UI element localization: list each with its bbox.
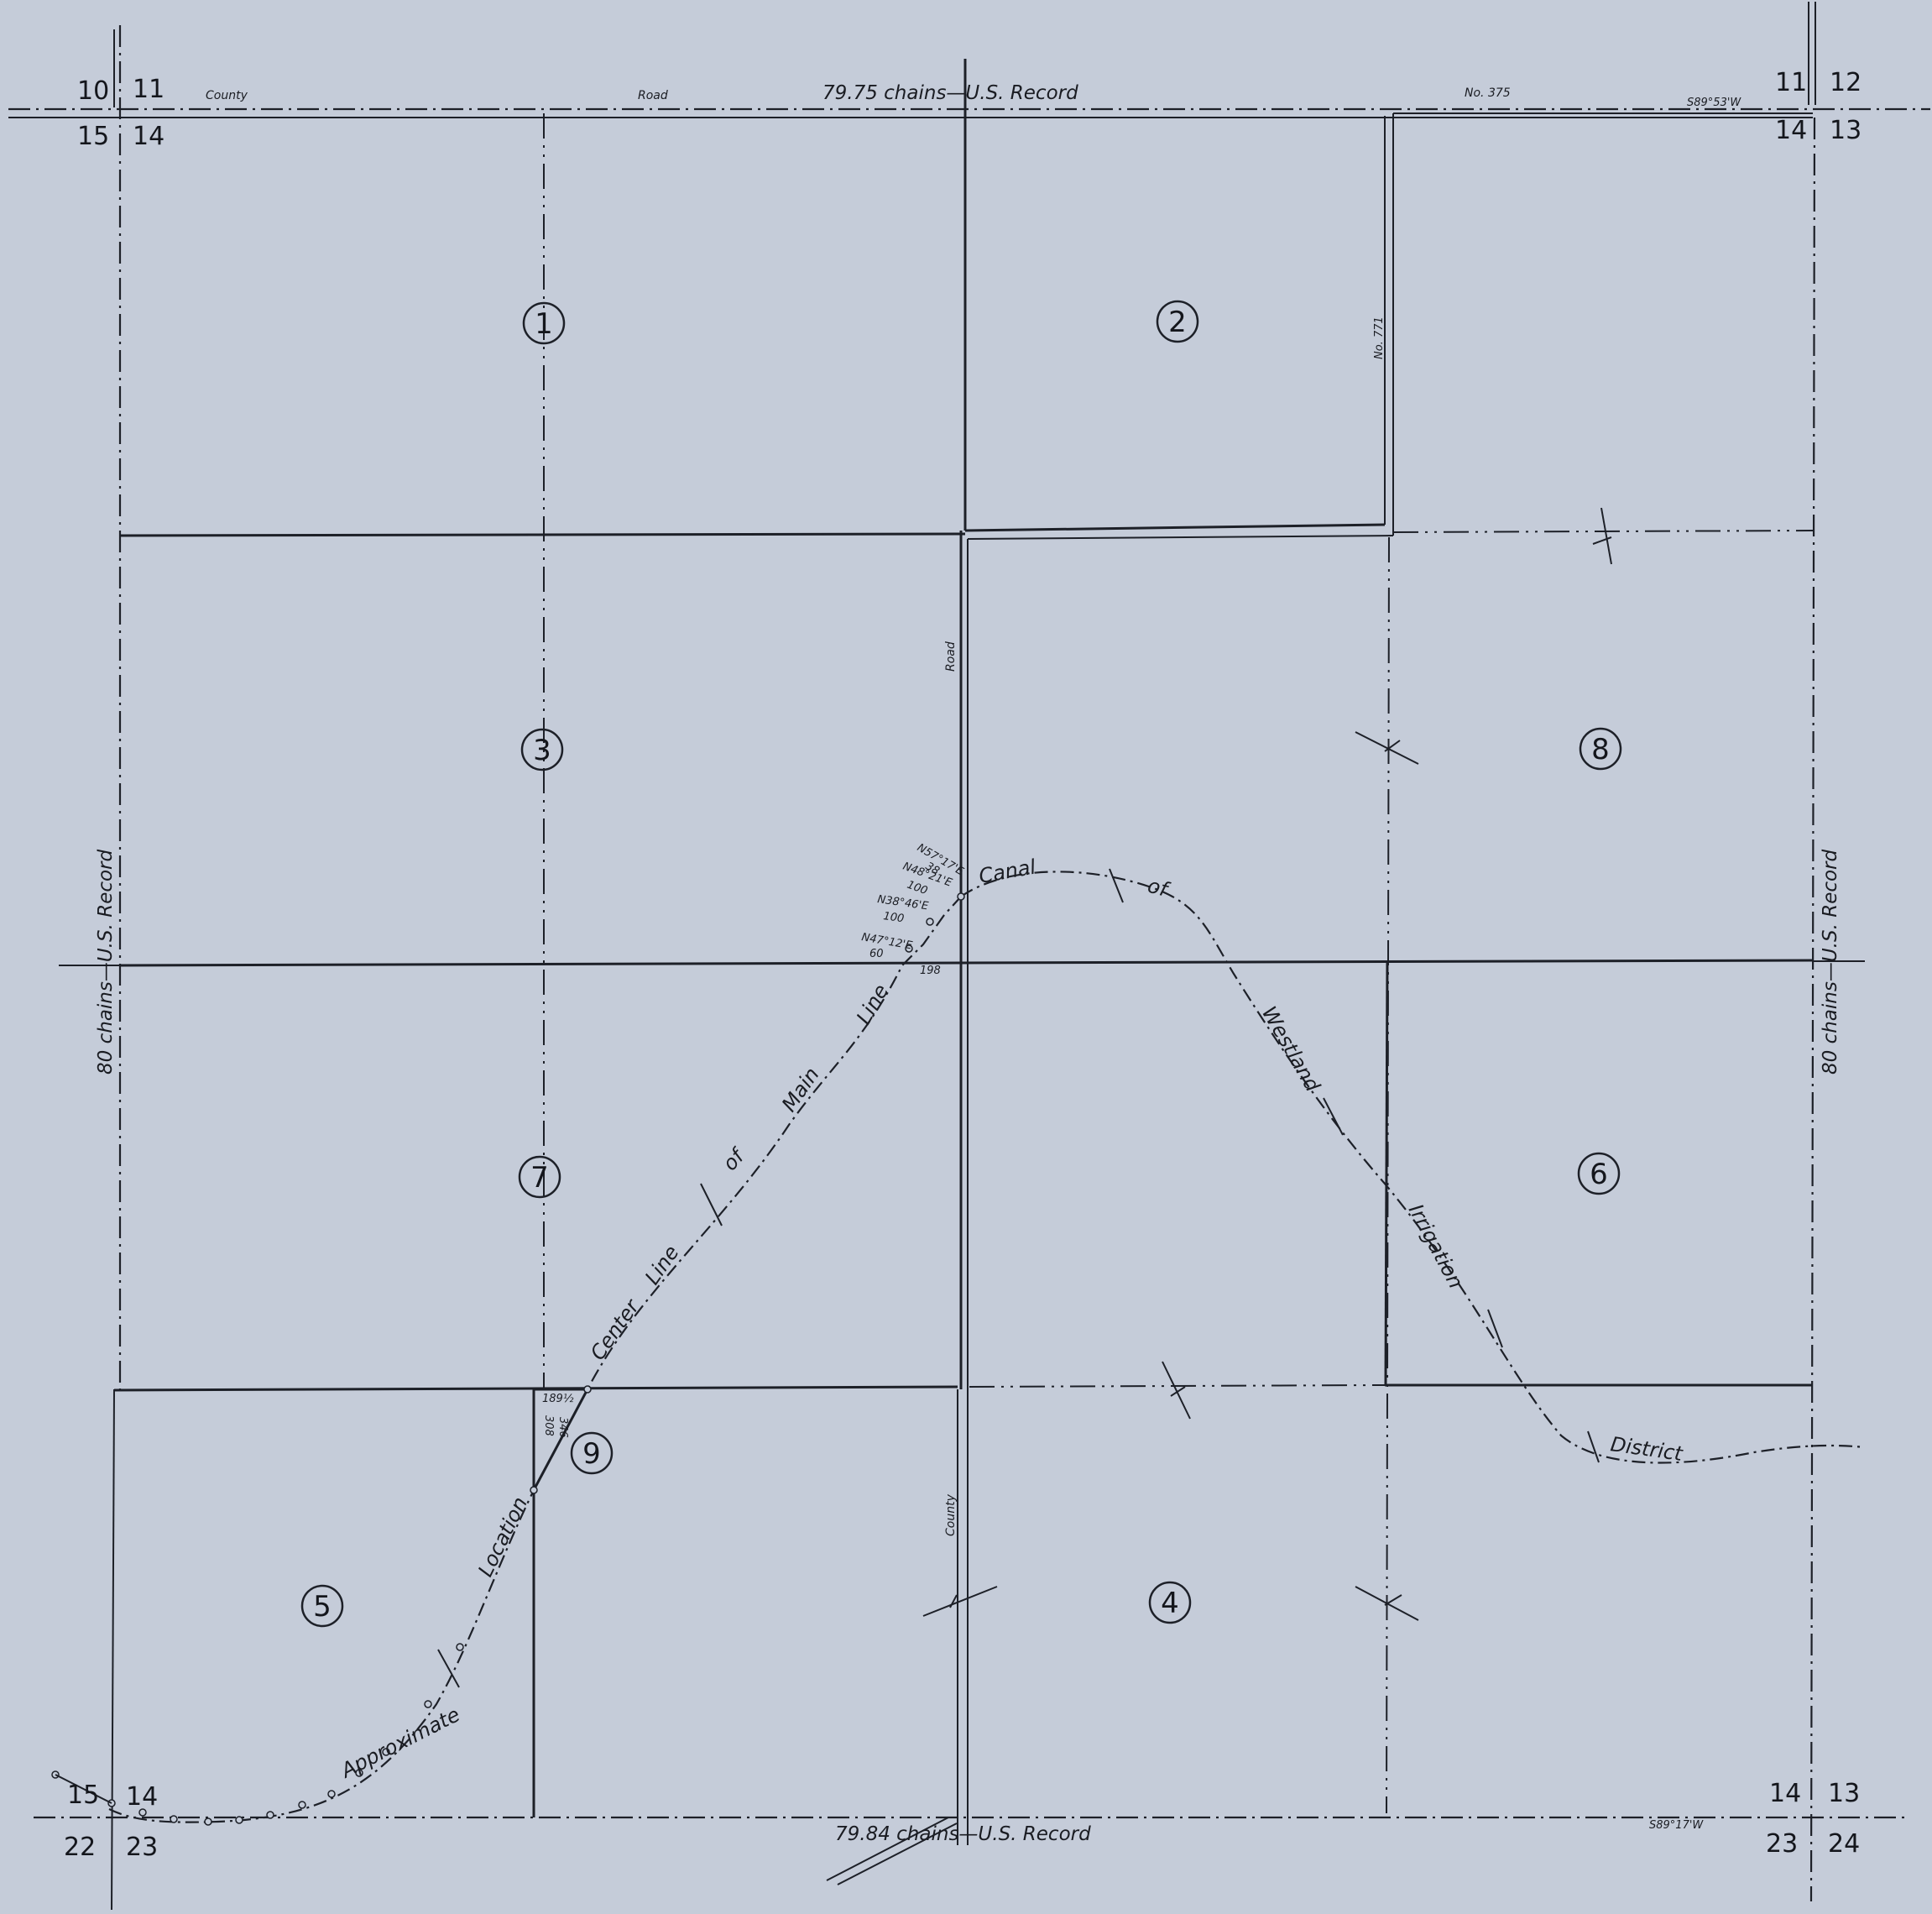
north-record-distance: 79.75 chains—U.S. Record — [822, 82, 1078, 104]
canal-word-of: of — [1145, 874, 1172, 902]
north-road-number: No. 375 — [1465, 86, 1511, 100]
main-line-word-location: Location — [473, 1493, 532, 1581]
section-number: 13 — [1828, 1779, 1860, 1808]
tract6-west-line — [1384, 960, 1389, 1386]
west-record-distance: 80 chains—U.S. Record — [95, 849, 117, 1075]
tract9-diagonal-distance: 346 — [556, 1417, 569, 1438]
tract-4-number: 4 — [1161, 1587, 1179, 1620]
east-record-distance: 80 chains—U.S. Record — [1820, 849, 1841, 1075]
tract-3-number: 3 — [533, 734, 551, 767]
sw-section-corner: 15 14 22 23 — [64, 1781, 158, 1862]
row-line-3-east — [969, 1384, 1386, 1388]
east-section-line — [1809, 117, 1816, 1902]
section-number: 14 — [1775, 116, 1807, 145]
section-number: 15 — [77, 122, 109, 151]
survey-distance-1: 38 — [923, 860, 942, 877]
quarter-line-east — [1386, 536, 1390, 1814]
traverse-start-leg — [55, 1774, 112, 1804]
tract2-south-line — [964, 523, 1386, 532]
tract9-triangle — [532, 1388, 590, 1491]
section-number: 11 — [1775, 68, 1807, 97]
traverse-points — [51, 892, 965, 1826]
tract-3[interactable]: 3 — [520, 728, 564, 771]
tract-7-number: 7 — [530, 1161, 549, 1195]
tract-9-number: 9 — [582, 1437, 601, 1471]
canal-word-irrigation: Irrigation — [1404, 1200, 1468, 1293]
tract-6-number: 6 — [1590, 1158, 1608, 1191]
section-number: 23 — [126, 1833, 158, 1862]
north-road-word-county: County — [206, 89, 248, 102]
survey-distance-2: 100 — [906, 879, 929, 898]
tract-8[interactable]: 8 — [1579, 727, 1622, 771]
main-line-word-of: of — [718, 1143, 751, 1175]
section-number: 12 — [1830, 68, 1862, 97]
row-line-1-east — [1392, 530, 1814, 533]
ne-section-corner: 11 12 14 13 — [1775, 68, 1862, 145]
section-number: 14 — [126, 1782, 158, 1812]
section-number: 15 — [67, 1781, 99, 1810]
south-record-distance: 79.84 chains—U.S. Record — [835, 1823, 1091, 1845]
main-line-word-center: Center — [586, 1294, 645, 1364]
section-number: 24 — [1828, 1829, 1860, 1859]
canal-word-westland: Westland — [1257, 1002, 1325, 1096]
south-bearing: S89°17'W — [1649, 1819, 1704, 1832]
middle-road-word-county: County — [944, 1493, 958, 1536]
tract9-top-distance: 189½ — [542, 1393, 574, 1405]
tract-1-number: 1 — [535, 307, 553, 341]
section-number: 22 — [64, 1833, 96, 1862]
tract-2-number: 2 — [1168, 306, 1187, 339]
tract-5-number: 5 — [313, 1590, 332, 1624]
survey-distance-4: 60 — [869, 948, 884, 960]
tract9-side-distance: 308 — [542, 1415, 555, 1436]
north-bearing: S89°53'W — [1687, 97, 1741, 109]
tract-8-number: 8 — [1591, 733, 1610, 766]
canal-word-district: District — [1609, 1432, 1685, 1466]
north-road-word-road: Road — [638, 89, 668, 102]
tract-9[interactable]: 9 — [570, 1431, 614, 1475]
spur-line-1 — [826, 1817, 949, 1881]
main-line-word-approximate: Approximate — [336, 1702, 463, 1783]
section-number: 14 — [1769, 1779, 1801, 1808]
section-number: 10 — [77, 76, 109, 106]
tract2-road-edge — [967, 535, 1394, 540]
tract-4[interactable]: 4 — [1148, 1581, 1192, 1624]
middle-road-word-road: Road — [944, 641, 958, 672]
se-section-corner: 14 13 23 24 — [1766, 1779, 1860, 1859]
main-line-word-line: Line — [640, 1241, 684, 1289]
tract-2[interactable]: 2 — [1156, 300, 1199, 343]
canal-centerline — [960, 871, 1866, 1464]
section-number: 14 — [133, 122, 164, 151]
section-number: 13 — [1830, 116, 1862, 145]
section-number: 11 — [133, 75, 164, 104]
road-771-number: No. 771 — [1373, 316, 1386, 359]
survey-bearing-4: N47°12'E — [860, 931, 914, 953]
spur-line-2 — [837, 1822, 958, 1885]
section-number: 23 — [1766, 1829, 1798, 1859]
survey-distance-3: 100 — [882, 910, 905, 925]
west-section-line-south — [111, 1388, 115, 1911]
tract-1[interactable]: 1 — [522, 301, 566, 345]
row-line-1-west — [119, 532, 966, 537]
main-line-word-line-2: Line — [852, 981, 893, 1028]
nw-section-corner: 10 11 15 14 — [77, 75, 164, 151]
tract-5[interactable]: 5 — [300, 1584, 344, 1628]
row-line-2 — [119, 959, 1814, 967]
canal-word-canal: Canal — [977, 855, 1037, 887]
tract-7[interactable]: 7 — [518, 1155, 561, 1199]
survey-distance-198: 198 — [920, 965, 941, 977]
tract-6[interactable]: 6 — [1577, 1152, 1621, 1195]
tick-marks — [437, 507, 1612, 1688]
